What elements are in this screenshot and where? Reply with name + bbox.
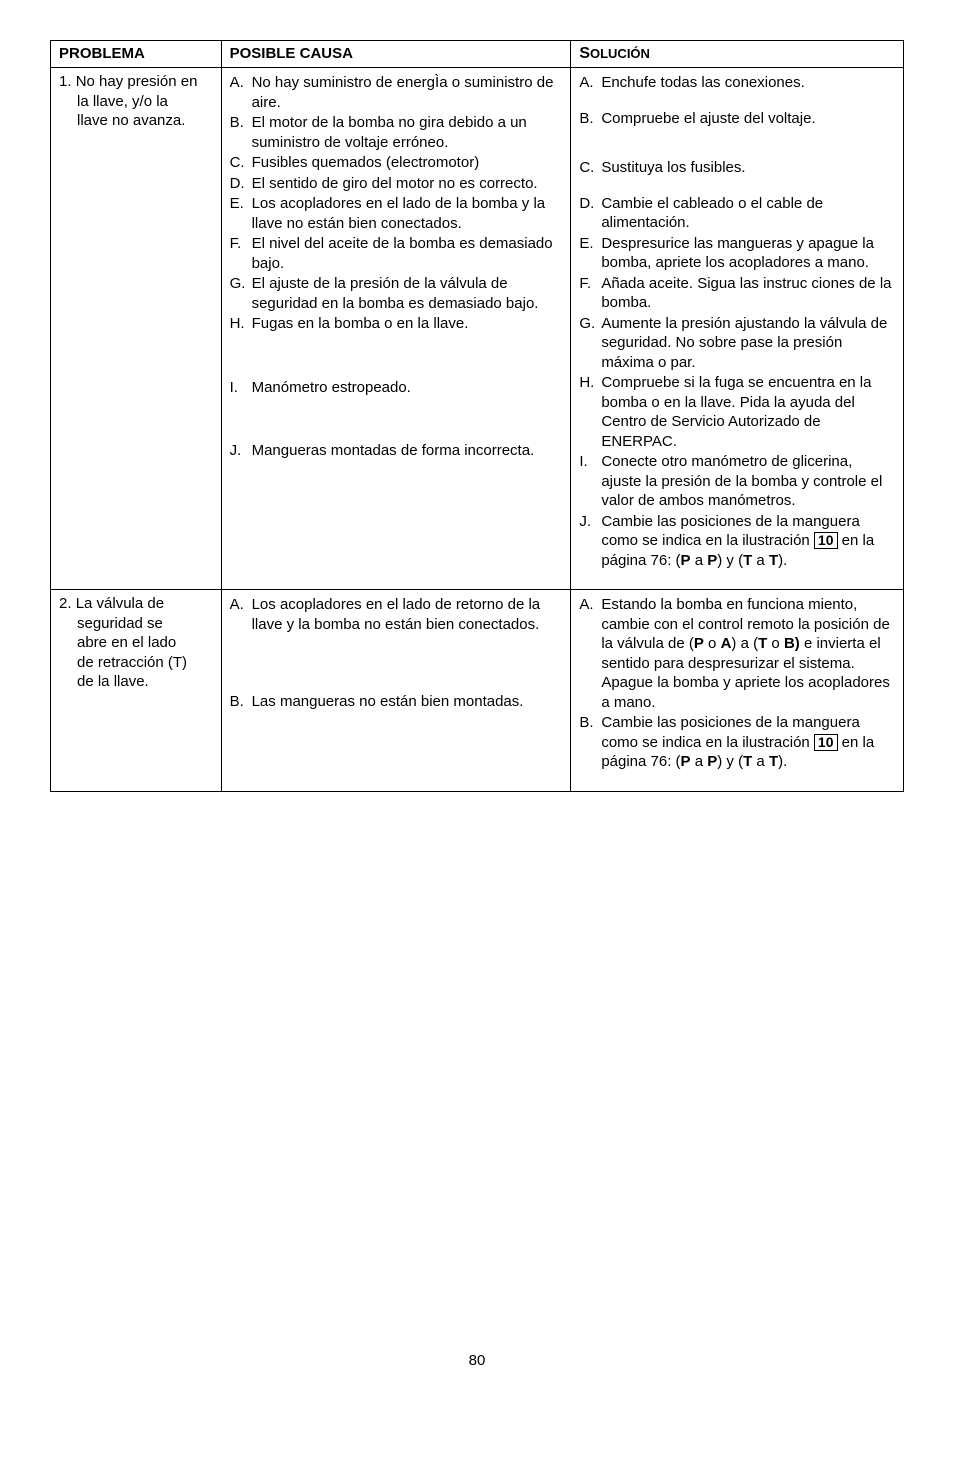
solucion-cell: A.Estando la bomba en funciona miento, c… [571,590,904,792]
header-problema: PROBLEMA [51,41,222,68]
list-item: J.Cambie las posiciones de la manguera c… [579,512,895,571]
causa-cell: A.No hay suministro de energÌa o suminis… [221,68,571,590]
list-item: I.Conecte otro manómetro de glicerina, a… [579,452,895,511]
list-item: H.Compruebe si la fuga se encuentra en l… [579,373,895,451]
list-item: E.Los acopladores en el lado de la bomba… [230,194,563,233]
problema-cell: 1. No hay presión enla llave, y/o lallav… [51,68,222,590]
problema-text: 1. No hay presión enla llave, y/o lallav… [59,72,213,131]
list-item: G.Aumente la presión ajustando la válvul… [579,314,895,373]
list-item: D.El sentido de giro del motor no es cor… [230,174,563,194]
solucion-cell: A.Enchufe todas las conexiones. B.Compru… [571,68,904,590]
table-row: 2. La válvula deseguridad seabre en el l… [51,590,904,792]
list-item: B.Cambie las posiciones de la manguera c… [579,713,895,772]
list-item: A.No hay suministro de energÌa o suminis… [230,73,563,112]
problema-cell: 2. La válvula deseguridad seabre en el l… [51,590,222,792]
list-item: B.El motor de la bomba no gira debido a … [230,113,563,152]
header-causa: POSIBLE CAUSA [221,41,571,68]
list-item: F.El nivel del aceite de la bomba es dem… [230,234,563,273]
list-item: E.Despresurice las mangueras y apague la… [579,234,895,273]
troubleshooting-table: PROBLEMA POSIBLE CAUSA SOLUCIÓN 1. No ha… [50,40,904,792]
list-item: A.Estando la bomba en funciona miento, c… [579,595,895,712]
table-row: 1. No hay presión enla llave, y/o lallav… [51,68,904,590]
list-item: D.Cambie el cableado o el cable de alime… [579,194,895,233]
list-item: I.Manómetro estropeado. [230,378,563,398]
list-item: B.Las mangueras no están bien montadas. [230,692,563,712]
list-item: A.Los acopladores en el lado de retorno … [230,595,563,634]
causa-cell: A.Los acopladores en el lado de retorno … [221,590,571,792]
list-item: B.Compruebe el ajuste del voltaje. [579,109,895,129]
page-number: 80 [50,1352,904,1369]
list-item: C.Sustituya los fusibles. [579,158,895,178]
header-solucion: SOLUCIÓN [571,41,904,68]
list-item: H.Fugas en la bomba o en la llave. [230,314,563,334]
list-item: C.Fusibles quemados (electromotor) [230,153,563,173]
list-item: A.Enchufe todas las conexiones. [579,73,895,93]
list-item: J.Mangueras montadas de forma incorrecta… [230,441,563,461]
problema-text: 2. La válvula deseguridad seabre en el l… [59,594,213,692]
list-item: F.Añada aceite. Sigua las instruc ciones… [579,274,895,313]
list-item: G.El ajuste de la presión de la válvula … [230,274,563,313]
